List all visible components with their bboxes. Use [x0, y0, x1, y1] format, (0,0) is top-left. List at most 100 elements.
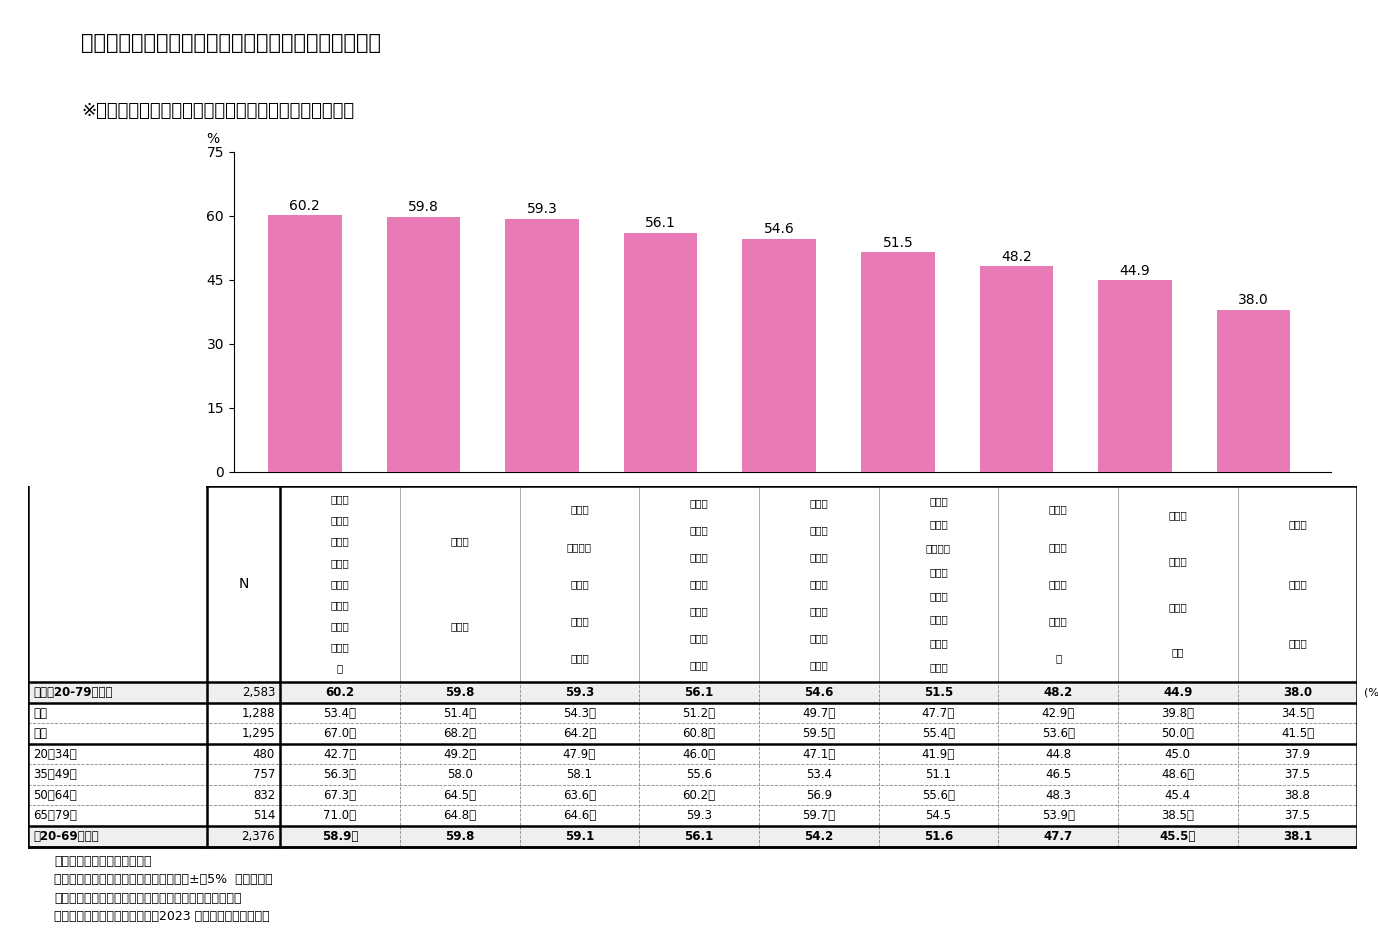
Text: 47.1－: 47.1－ — [802, 747, 835, 761]
Bar — [28, 703, 1357, 724]
Text: 難病に: 難病に — [1288, 579, 1306, 589]
Text: 2,376: 2,376 — [241, 830, 276, 843]
Text: 832: 832 — [252, 788, 276, 802]
Text: 51.6: 51.6 — [923, 830, 954, 843]
Text: 34.5－: 34.5－ — [1282, 706, 1315, 720]
Text: 38.5－: 38.5－ — [1162, 809, 1195, 823]
Text: かかる: かかる — [1288, 639, 1306, 648]
Text: 39.8－: 39.8－ — [1162, 706, 1195, 720]
Text: 女性: 女性 — [33, 727, 47, 740]
Text: 41.9－: 41.9－ — [922, 747, 955, 761]
Text: 41.5＋: 41.5＋ — [1282, 727, 1315, 740]
Text: 38.0: 38.0 — [1283, 686, 1312, 699]
Bar — [28, 724, 1357, 744]
Text: 42.7－: 42.7－ — [324, 747, 357, 761]
Text: 認知症: 認知症 — [451, 536, 469, 546]
Text: 46.0－: 46.0－ — [682, 747, 715, 761]
Text: 71.0＋: 71.0＋ — [324, 809, 357, 823]
Text: 2,583: 2,583 — [241, 686, 276, 699]
Text: 49.7－: 49.7－ — [802, 706, 835, 720]
Text: 44.9: 44.9 — [1163, 686, 1192, 699]
Text: 64.6＋: 64.6＋ — [562, 809, 597, 823]
Text: 50〜64歳: 50〜64歳 — [33, 788, 77, 802]
Text: 37.9: 37.9 — [1284, 747, 1310, 761]
Text: 47.7－: 47.7－ — [922, 706, 955, 720]
Text: 56.1: 56.1 — [685, 830, 714, 843]
Text: 63.6＋: 63.6＋ — [562, 788, 595, 802]
Text: 60.2＋: 60.2＋ — [682, 788, 715, 802]
Text: 37.5: 37.5 — [1284, 809, 1310, 823]
Text: より身: より身 — [331, 515, 350, 526]
Text: 45.4: 45.4 — [1164, 788, 1191, 802]
Text: 20〜34歳: 20〜34歳 — [33, 747, 77, 761]
Text: 59.8: 59.8 — [445, 830, 474, 843]
Text: スを損: スを損 — [1169, 602, 1188, 612]
Text: 男性: 男性 — [33, 706, 47, 720]
Text: 後遺症: 後遺症 — [809, 525, 828, 535]
Text: 上記以: 上記以 — [929, 567, 948, 577]
Text: 51.2－: 51.2－ — [682, 706, 715, 720]
Text: 58.1: 58.1 — [566, 768, 593, 782]
Text: 59.5＋: 59.5＋ — [802, 727, 835, 740]
Text: 54.2: 54.2 — [805, 830, 834, 843]
Text: 757: 757 — [252, 768, 276, 782]
Text: 53.4－: 53.4－ — [324, 706, 357, 720]
Text: 55.4＋: 55.4＋ — [922, 727, 955, 740]
Text: 53.9＋: 53.9＋ — [1042, 809, 1075, 823]
Text: なくな: なくな — [331, 643, 350, 652]
Text: ルヘル: ルヘル — [1169, 556, 1188, 566]
Text: 58.9－: 58.9－ — [322, 830, 358, 843]
Text: 38.8: 38.8 — [1284, 788, 1310, 802]
Text: N: N — [238, 577, 249, 591]
Text: （出典）ニッセイ基礎研究所「2023 年生活に関する調査」: （出典）ニッセイ基礎研究所「2023 年生活に関する調査」 — [54, 910, 270, 923]
Text: 42.9－: 42.9－ — [1042, 706, 1075, 720]
Text: 性の病: 性の病 — [1049, 579, 1068, 589]
Text: (%): (%) — [1364, 687, 1378, 698]
Bar — [28, 805, 1357, 826]
Text: 46.5: 46.5 — [1045, 768, 1071, 782]
Text: 59.3: 59.3 — [686, 809, 712, 823]
Text: 心疾患、: 心疾患、 — [566, 542, 593, 552]
Text: 48.6＋: 48.6＋ — [1162, 768, 1195, 782]
Bar — [28, 744, 1357, 764]
Text: 38.1: 38.1 — [1283, 830, 1312, 843]
Text: ガン、: ガン、 — [570, 505, 588, 515]
Text: にかか: にかか — [1049, 616, 1068, 626]
Text: メンタ: メンタ — [1169, 510, 1188, 520]
Text: 能が衰: 能が衰 — [331, 558, 350, 567]
Text: 糖尿病: 糖尿病 — [929, 496, 948, 506]
Text: （精神: （精神 — [809, 552, 828, 562]
Text: （高血: （高血 — [929, 520, 948, 529]
Text: 外の生: 外の生 — [929, 591, 948, 601]
Text: 58.0: 58.0 — [446, 768, 473, 782]
Text: るのど: るのど — [929, 662, 948, 672]
Text: 47.9－: 47.9－ — [562, 747, 597, 761]
Text: 54.6: 54.6 — [805, 686, 834, 699]
Text: 56.1: 56.1 — [685, 686, 714, 699]
Text: 59.8: 59.8 — [445, 686, 474, 699]
Bar — [28, 764, 1357, 784]
Text: 64.8＋: 64.8＋ — [444, 809, 477, 823]
Text: えて思: えて思 — [331, 579, 350, 589]
Text: 64.5＋: 64.5＋ — [444, 788, 477, 802]
Text: （注１）グラフは「全体計」: （注１）グラフは「全体計」 — [54, 855, 152, 867]
Text: 51.1: 51.1 — [926, 768, 952, 782]
Text: 47.7: 47.7 — [1043, 830, 1072, 843]
Text: （20-69歳計）: （20-69歳計） — [33, 830, 99, 843]
Text: 51.4－: 51.4－ — [444, 706, 477, 720]
Text: 院を要: 院を要 — [690, 525, 708, 535]
Text: 55.6: 55.6 — [686, 768, 712, 782]
Text: する病: する病 — [690, 552, 708, 562]
Text: 54.3－: 54.3－ — [564, 706, 595, 720]
Text: 脳血管: 脳血管 — [570, 579, 588, 589]
Text: 感染症: 感染症 — [1049, 505, 1068, 515]
Text: 病気・: 病気・ — [809, 498, 828, 508]
Text: による: による — [809, 605, 828, 616]
Text: 45.0: 45.0 — [1164, 747, 1191, 761]
Text: （注２）全体計と比べて差がある数値に±（5%  有意水準）: （注２）全体計と比べて差がある数値に±（5% 有意水準） — [54, 873, 273, 886]
Text: 後天性: 後天性 — [1288, 519, 1306, 529]
Text: 59.7＋: 59.7＋ — [802, 809, 835, 823]
Text: 体への: 体への — [809, 660, 828, 670]
Text: 56.3－: 56.3－ — [324, 768, 357, 782]
Text: 56.9: 56.9 — [806, 788, 832, 802]
